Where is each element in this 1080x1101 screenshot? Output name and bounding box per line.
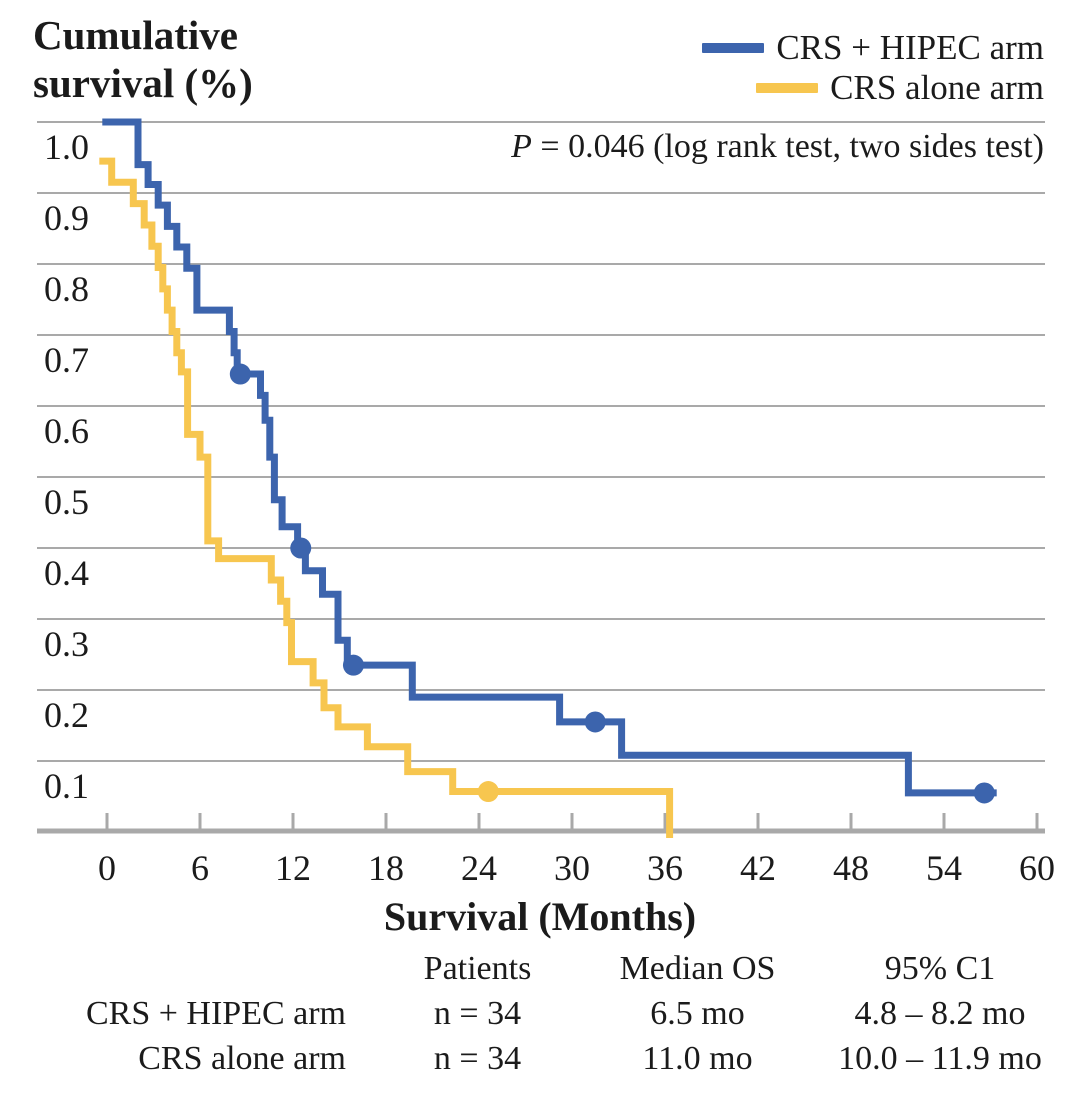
censor-mark	[229, 363, 251, 385]
summary-table-header-row: Patients Median OS 95% C1	[0, 952, 1080, 986]
hipec-patients: n = 34	[433, 995, 522, 1032]
x-tick-label: 30	[554, 848, 590, 888]
y-axis-title: Cumulative survival (%)	[33, 12, 253, 106]
x-tick-label: 48	[833, 848, 869, 888]
y-tick-label: 0.8	[44, 269, 89, 309]
y-tick-label: 0.4	[44, 553, 89, 593]
table-row-alone: CRS alone arm n = 34 11.0 mo 10.0 – 11.9…	[0, 1042, 1080, 1076]
x-tick-label: 24	[461, 848, 497, 888]
x-tick-label: 36	[647, 848, 683, 888]
legend-label-alone: CRS alone arm	[830, 67, 1044, 107]
p-value-annotation: P = 0.046 (log rank test, two sides test…	[511, 128, 1044, 166]
censor-mark	[290, 537, 312, 559]
x-tick-label: 54	[926, 848, 962, 888]
alone-patients: n = 34	[433, 1040, 522, 1077]
x-tick-label: 0	[98, 848, 116, 888]
p-symbol: P	[511, 128, 532, 165]
table-row-hipec: CRS + HIPEC arm n = 34 6.5 mo 4.8 – 8.2 …	[0, 997, 1080, 1031]
y-tick-label: 1.0	[44, 127, 89, 167]
y-tick-label: 0.9	[44, 198, 89, 238]
censor-mark	[477, 781, 499, 803]
x-tick-label: 42	[740, 848, 776, 888]
censor-mark	[342, 654, 364, 676]
header-median-os: Median OS	[619, 950, 776, 987]
x-tick-label: 6	[191, 848, 209, 888]
x-axis-group	[37, 813, 1045, 834]
legend-item-hipec: CRS + HIPEC arm	[702, 28, 1044, 67]
header-patients: Patients	[423, 950, 532, 987]
chart-legend: CRS + HIPEC arm CRS alone arm	[702, 28, 1044, 107]
y-tick-label: 0.5	[44, 482, 89, 522]
survival-chart: 1.0 0.9 0.8 0.7 0.6 0.5 0.4 0.3 0.2 0.1 0 6 12 18 24 30…	[37, 118, 1055, 888]
y-tick-labels: 1.0 0.9 0.8 0.7 0.6 0.5 0.4 0.3 0.2 0.1	[44, 127, 89, 806]
hipec-median-os: 6.5 mo	[650, 995, 745, 1032]
hipec-ci: 4.8 – 8.2 mo	[854, 995, 1026, 1032]
gridlines-group	[37, 121, 1045, 762]
survival-curve-alone	[99, 157, 674, 838]
x-tick-labels: 0 6 12 18 24 30 36 42 48 54 60	[98, 848, 1055, 888]
summary-table: Patients Median OS 95% C1 CRS + HIPEC ar…	[0, 952, 1080, 1087]
legend-swatch-hipec-line	[702, 43, 765, 54]
survival-curve-hipec	[102, 118, 997, 797]
legend-item-alone: CRS alone arm	[702, 67, 1044, 107]
y-tick-label: 0.7	[44, 340, 89, 380]
alone-ci: 10.0 – 11.9 mo	[838, 1040, 1042, 1077]
row-label-alone: CRS alone arm	[138, 1040, 346, 1077]
x-tick-label: 18	[368, 848, 404, 888]
alone-median-os: 11.0 mo	[642, 1040, 753, 1077]
censor-mark	[973, 782, 995, 804]
legend-swatch-alone-line	[756, 83, 819, 94]
censor-mark	[584, 711, 606, 733]
x-axis-title: Survival (Months)	[383, 894, 697, 939]
y-tick-label: 0.3	[44, 624, 89, 664]
p-value-text: = 0.046 (log rank test, two sides test)	[531, 128, 1044, 165]
header-95-ci: 95% C1	[884, 950, 996, 987]
x-tick-label: 60	[1019, 848, 1055, 888]
y-tick-label: 0.1	[44, 766, 89, 806]
legend-label-hipec: CRS + HIPEC arm	[776, 28, 1044, 67]
row-label-hipec: CRS + HIPEC arm	[85, 995, 346, 1032]
y-tick-label: 0.2	[44, 695, 89, 735]
y-tick-label: 0.6	[44, 411, 89, 451]
x-tick-label: 12	[275, 848, 311, 888]
